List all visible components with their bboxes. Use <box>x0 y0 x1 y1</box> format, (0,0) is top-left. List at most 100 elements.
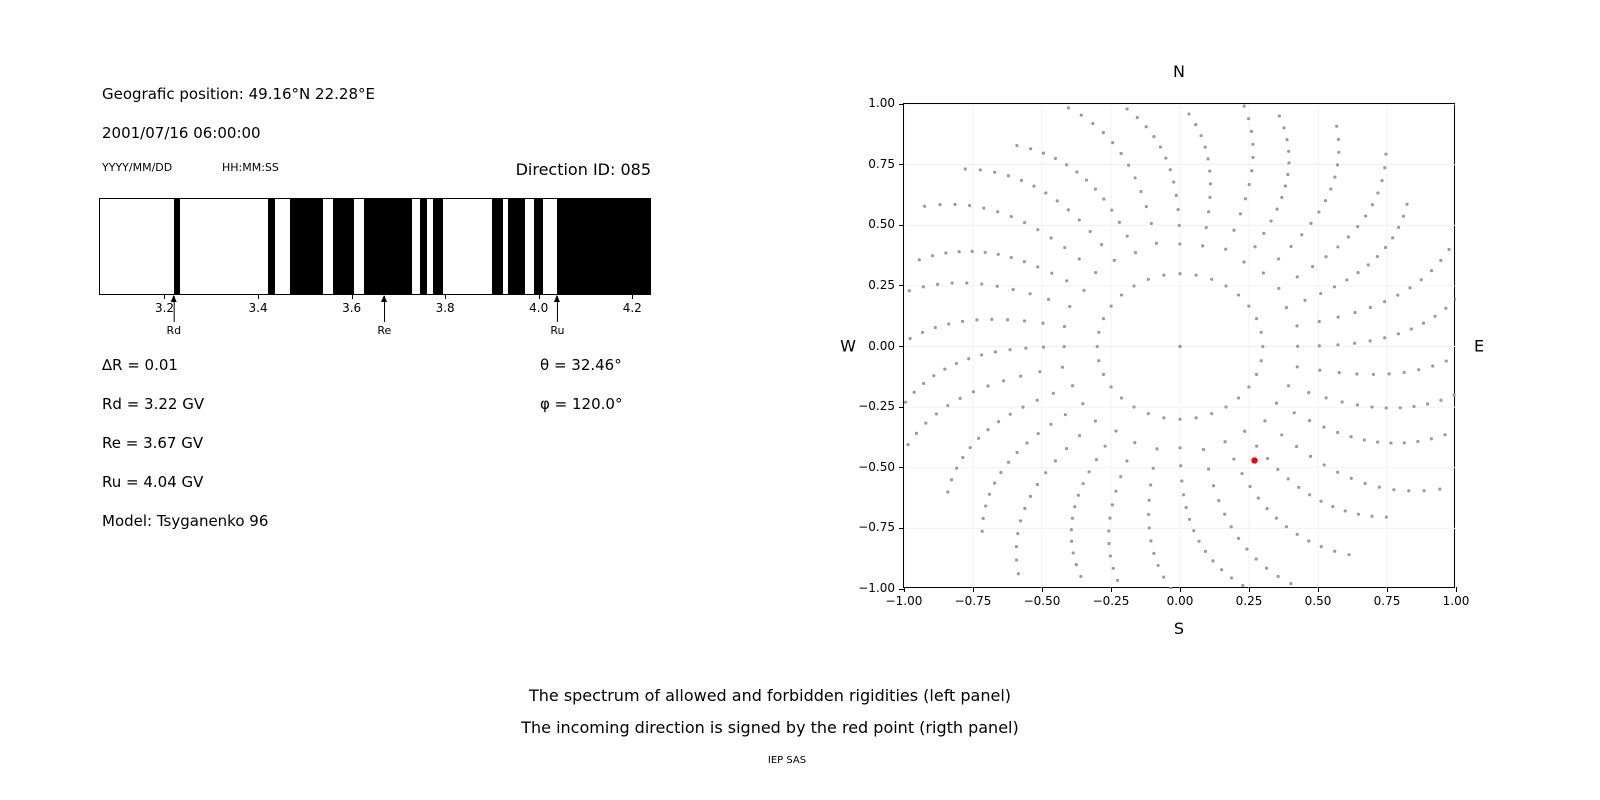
direction-sample-dot <box>1097 359 1101 363</box>
direction-sample-dot <box>1146 277 1150 281</box>
direction-sample-dot <box>1285 138 1289 142</box>
cutoff-label: Re <box>377 324 392 337</box>
direction-sample-dot <box>1380 179 1384 183</box>
direction-sample-dot <box>963 167 967 171</box>
direction-sample-dot <box>1094 271 1098 275</box>
direction-sample-dot <box>1429 437 1434 441</box>
direction-sample-dot <box>1133 251 1138 255</box>
direction-sample-dot <box>1204 225 1208 230</box>
direction-sample-dot <box>1370 203 1375 207</box>
direction-sample-dot <box>1178 272 1182 276</box>
direction-sample-dot <box>1006 174 1010 178</box>
direction-sample-dot <box>924 421 928 425</box>
direction-sample-dot <box>1229 525 1233 529</box>
direction-sample-dot <box>1438 487 1442 491</box>
compass-label-north: N <box>1173 62 1185 81</box>
direction-sample-dot <box>958 396 962 400</box>
x-tick-label: 0.50 <box>1304 594 1332 608</box>
direction-sample-dot <box>1280 433 1284 437</box>
direction-sample-dot <box>999 470 1003 475</box>
direction-sample-dot <box>1125 107 1129 111</box>
direction-sample-dot <box>1224 247 1228 251</box>
direction-sample-dot <box>1308 454 1313 458</box>
phi-value: φ = 120.0° <box>540 395 623 413</box>
direction-sample-dot <box>1068 304 1072 309</box>
x-tick <box>1317 587 1319 592</box>
direction-sample-dot <box>936 282 940 286</box>
direction-sample-dot <box>1220 568 1224 572</box>
allowed-band <box>290 199 323 294</box>
axis-tick-label: 4.2 <box>622 301 642 315</box>
direction-sample-dot <box>960 319 965 324</box>
direction-sample-dot <box>1060 365 1065 369</box>
x-tick <box>1110 587 1112 592</box>
direction-sample-dot <box>1333 549 1337 553</box>
direction-sample-dot <box>1087 470 1091 474</box>
direction-sample-dot <box>984 504 988 508</box>
direction-sample-dot <box>1008 412 1012 416</box>
direction-sample-dot <box>1093 419 1098 423</box>
cutoff-marker-ru: Ru <box>550 295 565 337</box>
direction-sample-dot <box>1016 572 1020 576</box>
direction-sample-dot <box>1035 398 1039 402</box>
direction-sample-dot <box>1331 505 1335 509</box>
direction-sample-dot <box>1151 466 1155 470</box>
direction-sample-dot <box>992 481 997 485</box>
direction-sample-dot <box>1208 169 1212 173</box>
direction-sample-dot <box>1390 236 1395 240</box>
axis-tick <box>351 295 353 299</box>
direction-sample-dot <box>1111 141 1115 145</box>
direction-sample-dot <box>1036 228 1040 232</box>
direction-sample-dot <box>949 478 954 482</box>
y-tick-label: −0.75 <box>858 520 895 535</box>
direction-sample-dot <box>1364 214 1368 218</box>
direction-sample-dot <box>1416 439 1420 444</box>
direction-sample-dot <box>907 289 911 293</box>
direction-sample-dot <box>1223 512 1227 516</box>
caption-line-1: The spectrum of allowed and forbidden ri… <box>528 686 1012 705</box>
direction-sample-dot <box>1295 275 1299 279</box>
direction-sample-dot <box>961 455 965 460</box>
direction-sample-dot <box>1049 236 1053 240</box>
direction-sample-dot <box>1398 406 1402 410</box>
direction-sample-dot <box>1336 315 1340 319</box>
compass-label-east: E <box>1474 336 1485 355</box>
rd-value: Rd = 3.22 GV <box>102 395 205 413</box>
direction-sample-dot <box>1178 417 1182 421</box>
direction-sample-dot <box>1366 263 1370 267</box>
direction-plot: N S W E 1.00 0.75 0.50 0.25 0.00 −0.25 −0.50 −0… <box>840 62 1484 638</box>
direction-sample-dot <box>1329 187 1333 191</box>
direction-sample-dot <box>1110 503 1114 507</box>
x-tick-label: 0.25 <box>1235 594 1263 608</box>
direction-sample-dot <box>1389 441 1393 445</box>
direction-sample-dot <box>1217 499 1221 503</box>
direction-sample-dot <box>1318 368 1322 372</box>
direction-sample-dot <box>1247 182 1251 187</box>
direction-sample-dot <box>1199 134 1203 138</box>
axis-tick <box>632 295 634 299</box>
direction-sample-dot <box>904 400 908 404</box>
direction-sample-dot <box>1259 330 1263 334</box>
direction-sample-dot <box>1375 254 1379 259</box>
direction-sample-dot <box>996 210 1000 214</box>
direction-sample-dot <box>1107 529 1111 533</box>
direction-sample-dot <box>1022 220 1027 225</box>
x-tick <box>1041 587 1043 592</box>
direction-sample-dot <box>1254 317 1259 321</box>
direction-sample-dot <box>1177 223 1181 228</box>
direction-sample-dot <box>1203 549 1208 553</box>
direction-sample-dot <box>1095 344 1099 349</box>
direction-sample-dot <box>1119 293 1124 297</box>
direction-sample-dot <box>1055 199 1059 203</box>
direction-sample-dot <box>1238 212 1243 216</box>
direction-sample-dot <box>1114 429 1118 433</box>
direction-sample-dot <box>1147 498 1151 502</box>
direction-sample-dot <box>1019 374 1023 378</box>
direction-sample-dot <box>1015 143 1019 148</box>
allowed-band <box>173 199 181 294</box>
direction-sample-dot <box>1368 339 1372 343</box>
direction-sample-dot <box>1112 258 1116 262</box>
direction-sample-dot <box>1097 330 1101 334</box>
direction-sample-dot <box>1062 324 1067 329</box>
direction-sample-dot <box>1383 336 1387 340</box>
